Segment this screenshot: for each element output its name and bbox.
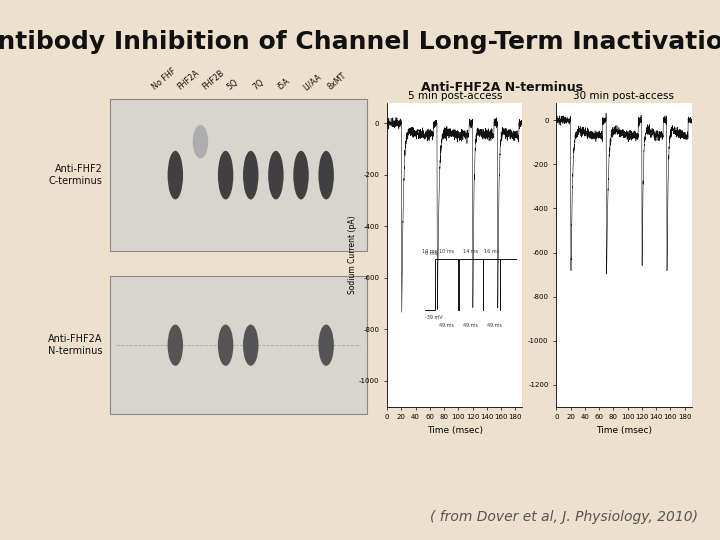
Text: FHF2A: FHF2A bbox=[176, 69, 201, 92]
Text: 5Q: 5Q bbox=[225, 78, 240, 92]
Text: Anti-FHF2A N-terminus: Anti-FHF2A N-terminus bbox=[421, 81, 583, 94]
Bar bbox=[109, 99, 366, 251]
Ellipse shape bbox=[193, 125, 208, 158]
Ellipse shape bbox=[318, 325, 334, 366]
Ellipse shape bbox=[243, 325, 258, 366]
Ellipse shape bbox=[293, 151, 309, 199]
X-axis label: Time (msec): Time (msec) bbox=[427, 426, 482, 435]
Bar bbox=[109, 276, 366, 414]
Text: i5A: i5A bbox=[276, 77, 292, 92]
Text: LI/AA: LI/AA bbox=[301, 72, 323, 92]
Text: Antibody Inhibition of Channel Long-Term Inactivation: Antibody Inhibition of Channel Long-Term… bbox=[0, 30, 720, 53]
Ellipse shape bbox=[318, 151, 334, 199]
Ellipse shape bbox=[218, 325, 233, 366]
Text: FHF2B: FHF2B bbox=[200, 69, 226, 92]
Text: ( from Dover et al, J. Physiology, 2010): ( from Dover et al, J. Physiology, 2010) bbox=[431, 510, 698, 524]
Title: 5 min post-access: 5 min post-access bbox=[408, 91, 502, 100]
Ellipse shape bbox=[243, 151, 258, 199]
Text: 8xMT: 8xMT bbox=[326, 71, 348, 92]
Text: No FHF: No FHF bbox=[150, 67, 178, 92]
Text: 7Q: 7Q bbox=[251, 78, 266, 92]
X-axis label: Time (msec): Time (msec) bbox=[596, 426, 652, 435]
Ellipse shape bbox=[168, 325, 183, 366]
Ellipse shape bbox=[168, 151, 183, 199]
Text: Anti-FHF2
C-terminus: Anti-FHF2 C-terminus bbox=[49, 164, 103, 186]
Ellipse shape bbox=[268, 151, 284, 199]
Y-axis label: Sodium Current (pA): Sodium Current (pA) bbox=[348, 215, 357, 294]
Text: Anti-FHF2A
N-terminus: Anti-FHF2A N-terminus bbox=[48, 334, 103, 356]
Ellipse shape bbox=[218, 151, 233, 199]
Title: 30 min post-access: 30 min post-access bbox=[573, 91, 675, 100]
